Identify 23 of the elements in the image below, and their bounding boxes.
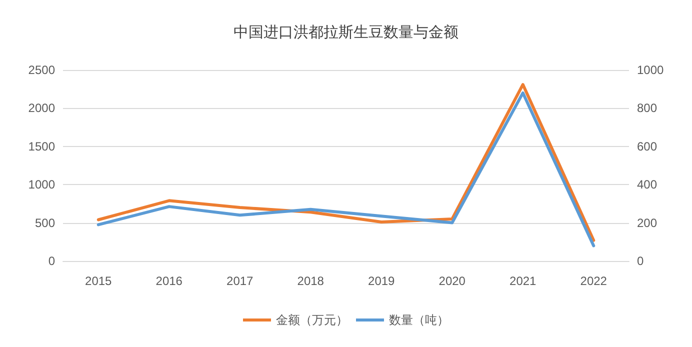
legend-label: 金额（万元） — [276, 313, 348, 327]
x-tick-label: 2017 — [226, 274, 254, 288]
x-tick-label: 2016 — [156, 274, 183, 288]
y2-tick-label: 0 — [637, 254, 644, 268]
x-tick-label: 2019 — [368, 274, 396, 288]
y-tick-label: 1000 — [28, 178, 56, 192]
y-tick-label: 2500 — [28, 63, 56, 77]
chart-title: 中国进口洪都拉斯生豆数量与金额 — [234, 24, 458, 41]
y-tick-label: 2000 — [28, 101, 56, 116]
y2-tick-label: 400 — [637, 178, 658, 192]
x-tick-label: 2021 — [510, 274, 537, 288]
y-tick-label: 1500 — [28, 139, 56, 154]
x-tick-label: 2020 — [438, 274, 466, 288]
y-tick-label: 0 — [48, 254, 56, 268]
x-tick-label: 2018 — [297, 274, 324, 288]
y2-tick-label: 1000 — [637, 63, 664, 77]
x-tick-label: 2015 — [85, 274, 112, 288]
legend-label: 数量（吨） — [389, 313, 449, 327]
y-tick-label: 500 — [34, 216, 56, 230]
y2-tick-label: 200 — [637, 216, 658, 230]
y2-tick-label: 800 — [637, 101, 658, 116]
x-tick-label: 2022 — [580, 274, 608, 288]
y2-tick-label: 600 — [637, 139, 658, 154]
